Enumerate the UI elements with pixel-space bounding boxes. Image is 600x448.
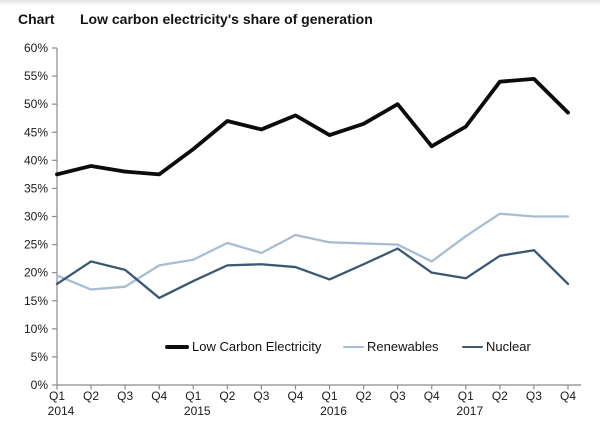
year-label: 2017: [456, 404, 483, 418]
y-tick-label: 15%: [24, 294, 48, 308]
y-tick-label: 5%: [31, 350, 49, 364]
legend-item-renewables: Renewables: [343, 339, 439, 354]
y-tick-label: 10%: [24, 322, 48, 336]
legend-label-low-carbon-electricity: Low Carbon Electricity: [192, 339, 322, 354]
x-tick-label: Q4: [151, 389, 167, 403]
x-tick-label: Q3: [390, 389, 406, 403]
chart-header: Chart Low carbon electricity's share of …: [0, 11, 600, 29]
year-label: 2015: [184, 404, 211, 418]
top-edge-decoration: [0, 0, 600, 6]
y-tick-label: 30%: [24, 210, 48, 224]
chart-kicker: Chart: [18, 11, 55, 27]
page-title: Low carbon electricity's share of genera…: [80, 11, 373, 27]
series-line-nuclear: [55, 247, 570, 300]
y-tick-label: 35%: [24, 181, 48, 195]
legend-label-renewables: Renewables: [367, 339, 439, 354]
legend-label-nuclear: Nuclear: [486, 339, 531, 354]
chart-legend: Low Carbon Electricity Renewables Nuclea…: [0, 339, 600, 355]
x-tick-label: Q1: [185, 389, 201, 403]
legend-swatch-nuclear: [462, 345, 483, 348]
series-line-low-carbon-electricity: [55, 76, 570, 177]
x-tick-label: Q2: [219, 389, 235, 403]
x-tick-label: Q3: [117, 389, 133, 403]
x-tick-label: Q4: [424, 389, 440, 403]
y-tick-label: 20%: [24, 266, 48, 280]
y-tick-label: 50%: [24, 97, 48, 111]
y-tick-label: 25%: [24, 238, 48, 252]
legend-item-low-carbon-electricity: Low Carbon Electricity: [165, 339, 321, 354]
x-tick-label: Q3: [526, 389, 542, 403]
legend-swatch-renewables: [343, 345, 364, 348]
series-line-renewables: [55, 212, 570, 291]
y-tick-label: 60%: [24, 41, 48, 55]
x-tick-label: Q2: [83, 389, 99, 403]
x-tick-label: Q3: [253, 389, 269, 403]
legend-item-nuclear: Nuclear: [462, 339, 531, 354]
legend-swatch-low-carbon-electricity: [165, 344, 189, 349]
y-tick-label: 55%: [24, 69, 48, 83]
x-tick-label: Q2: [492, 389, 508, 403]
year-label: 2014: [48, 404, 75, 418]
y-tick-label: 45%: [24, 125, 48, 139]
y-tick-label: 0%: [31, 378, 49, 392]
y-tick-label: 40%: [24, 153, 48, 167]
year-label: 2016: [320, 404, 347, 418]
x-tick-label: Q1: [458, 389, 474, 403]
x-tick-label: Q4: [287, 389, 303, 403]
x-tick-label: Q4: [560, 389, 576, 403]
x-tick-label: Q1: [49, 389, 65, 403]
x-tick-label: Q1: [322, 389, 338, 403]
x-tick-label: Q2: [356, 389, 372, 403]
